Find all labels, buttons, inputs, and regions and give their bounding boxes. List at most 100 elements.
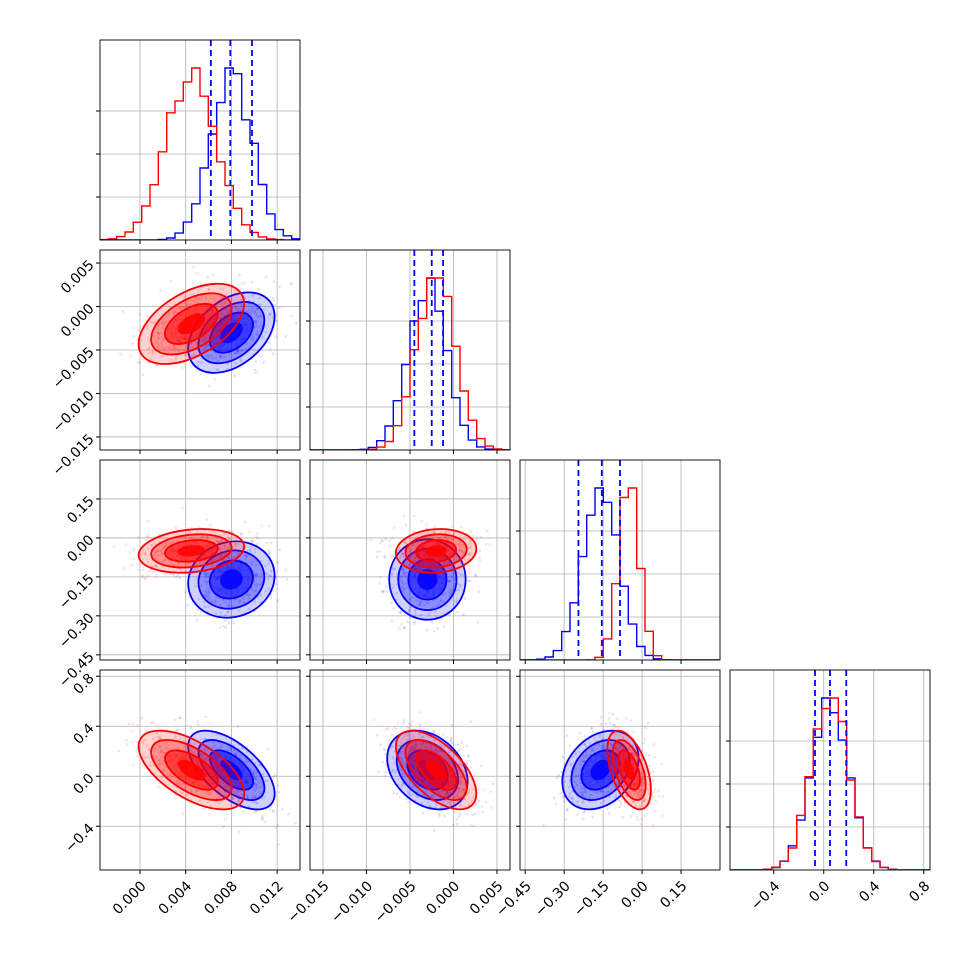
sample-point xyxy=(189,726,193,730)
sample-point xyxy=(467,579,470,582)
sample-point xyxy=(213,378,217,381)
sample-point xyxy=(443,814,446,818)
sample-point xyxy=(155,363,158,367)
sample-point xyxy=(238,599,242,602)
sample-point xyxy=(398,546,401,550)
sample-point xyxy=(562,796,566,799)
sample-point xyxy=(576,813,579,816)
sample-point xyxy=(418,568,421,571)
sample-point xyxy=(460,780,463,783)
sample-point xyxy=(403,626,406,629)
sample-point xyxy=(203,748,206,752)
sample-point xyxy=(417,533,420,536)
sample-point xyxy=(450,525,453,529)
sample-point xyxy=(383,774,386,778)
sample-point xyxy=(211,329,214,332)
sample-point xyxy=(160,553,163,556)
sample-point xyxy=(438,813,441,816)
sample-point xyxy=(294,822,297,825)
sample-point xyxy=(474,573,477,576)
sample-point xyxy=(236,553,240,556)
sample-point xyxy=(452,572,456,575)
sample-point xyxy=(233,352,236,355)
sample-point xyxy=(247,596,251,600)
sample-point xyxy=(195,563,198,566)
sample-point xyxy=(398,548,402,551)
sample-point xyxy=(432,749,435,752)
sample-point xyxy=(259,791,263,795)
sample-point xyxy=(284,568,287,572)
sample-point xyxy=(458,763,461,767)
sample-point xyxy=(218,746,222,750)
sample-point xyxy=(167,345,170,349)
sample-point xyxy=(132,557,136,561)
sample-point xyxy=(200,349,203,353)
sample-point xyxy=(163,751,166,755)
sample-point xyxy=(408,563,412,566)
sample-point xyxy=(189,750,193,754)
sample-point xyxy=(620,743,623,747)
sample-point xyxy=(407,751,411,755)
sample-point xyxy=(236,543,240,546)
sample-point xyxy=(172,344,176,348)
sample-point xyxy=(155,755,158,759)
sample-point xyxy=(128,551,132,554)
sample-point xyxy=(235,306,238,310)
sample-point xyxy=(472,825,475,828)
sample-point xyxy=(193,561,196,565)
sample-point xyxy=(246,796,250,799)
sample-point xyxy=(269,348,272,351)
sample-point xyxy=(230,563,233,567)
sample-point xyxy=(390,573,394,576)
sample-point xyxy=(290,314,293,318)
sample-point xyxy=(249,312,253,315)
sample-point xyxy=(402,721,405,725)
sample-point xyxy=(484,543,488,546)
sample-point xyxy=(251,337,255,341)
sample-point xyxy=(467,755,470,758)
sample-point xyxy=(206,276,210,279)
sample-point xyxy=(252,293,255,297)
sample-point xyxy=(579,787,583,791)
sample-point xyxy=(253,777,256,780)
contour-line xyxy=(150,533,233,569)
sample-point xyxy=(240,298,244,302)
sample-point xyxy=(196,608,199,611)
sample-point xyxy=(222,825,225,828)
sample-point xyxy=(420,600,424,604)
sample-point xyxy=(412,735,416,738)
sample-point xyxy=(460,526,463,529)
sample-point xyxy=(177,564,180,567)
sample-point xyxy=(640,783,644,787)
sample-point xyxy=(152,542,156,546)
sample-point xyxy=(224,552,227,556)
sample-point xyxy=(242,601,246,604)
sample-point xyxy=(229,803,233,807)
sample-point xyxy=(415,749,418,752)
sample-point xyxy=(409,564,412,568)
sample-point xyxy=(223,786,227,789)
sample-point xyxy=(214,748,218,751)
sample-point xyxy=(216,788,220,792)
sample-point xyxy=(433,530,437,534)
sample-point xyxy=(174,356,178,359)
sample-point xyxy=(642,741,645,745)
sample-point xyxy=(228,546,232,549)
sample-point xyxy=(276,824,280,827)
sample-point xyxy=(403,765,406,768)
sample-point xyxy=(180,790,183,794)
sample-point xyxy=(218,543,221,547)
sample-point xyxy=(442,733,445,736)
sample-point xyxy=(206,605,210,608)
sample-point xyxy=(395,727,399,731)
sample-point xyxy=(198,730,201,734)
sample-point xyxy=(152,764,155,767)
sample-point xyxy=(410,547,414,550)
sample-point xyxy=(140,574,144,577)
sample-point xyxy=(174,310,177,314)
sample-point xyxy=(430,794,434,797)
sample-point xyxy=(448,580,452,584)
sample-point xyxy=(412,542,416,545)
sample-point xyxy=(245,760,248,764)
sample-point xyxy=(463,538,466,541)
